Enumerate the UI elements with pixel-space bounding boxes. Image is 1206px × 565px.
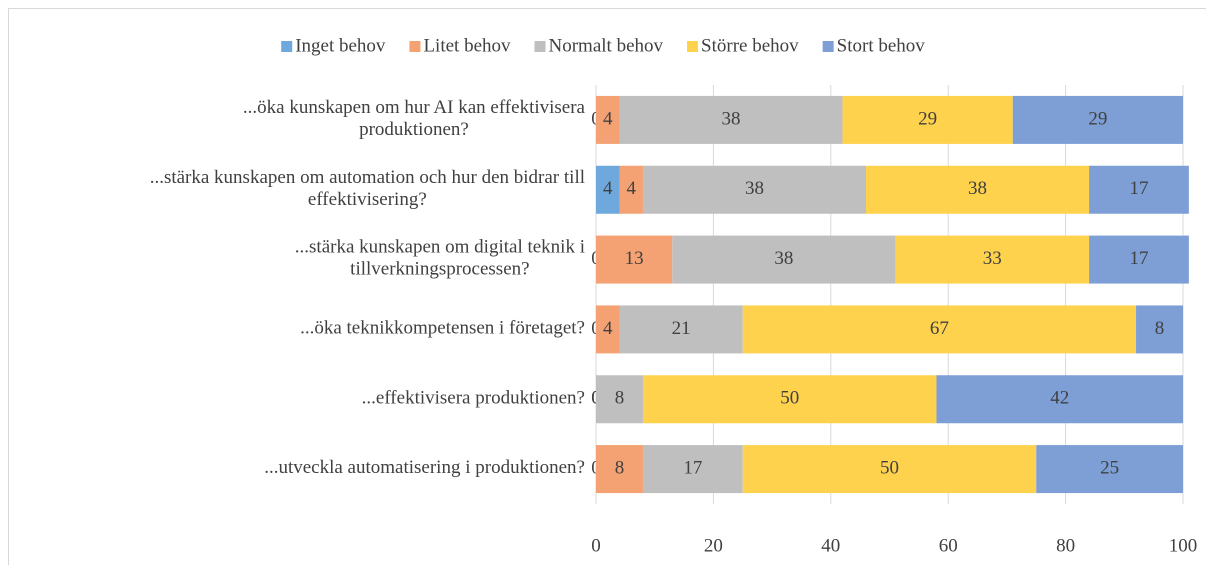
- data-label: 38: [968, 178, 987, 199]
- y-tick-label: ...öka teknikkompetensen i företaget?: [300, 318, 585, 339]
- data-label: 8: [615, 388, 625, 409]
- bar-segment: [619, 165, 643, 214]
- bar-segment: [642, 165, 867, 214]
- label-line: effektivisering?: [308, 189, 427, 210]
- x-tick-label: 100: [1169, 535, 1198, 556]
- data-label: 4: [603, 178, 613, 199]
- bar-segment: [596, 95, 620, 144]
- legend-label: Litet behov: [423, 35, 511, 56]
- bar-segment: [866, 165, 1090, 214]
- bar-segment: [596, 375, 643, 424]
- legend-swatch: [687, 41, 699, 52]
- data-label: 17: [1129, 248, 1148, 269]
- y-tick-label: ...öka kunskapen om hur AI kan effektivi…: [243, 97, 586, 140]
- bar-segment: [596, 305, 620, 354]
- data-label: 25: [1100, 457, 1119, 478]
- legend-label: Stort behov: [837, 35, 926, 56]
- bar-segment: [742, 445, 1037, 494]
- data-label: 50: [780, 388, 799, 409]
- data-label: 67: [930, 318, 949, 339]
- legend-swatch: [534, 41, 546, 52]
- label-line: ...effektivisera produktionen?: [362, 388, 585, 409]
- legend-swatch: [281, 41, 293, 52]
- x-tick-label: 0: [591, 535, 601, 556]
- label-line: ...öka kunskapen om hur AI kan effektivi…: [243, 97, 586, 118]
- y-tick-label: ...utveckla automatisering i produktione…: [264, 457, 585, 478]
- bar-segment: [619, 95, 843, 144]
- bar-segment: [1089, 235, 1189, 284]
- label-line: ...stärka kunskapen om digital teknik i: [295, 237, 585, 258]
- x-tick-label: 80: [1056, 535, 1075, 556]
- bar-segment: [1012, 95, 1183, 144]
- data-label: 17: [1129, 178, 1148, 199]
- bar-segment: [596, 445, 643, 494]
- data-label: 8: [1155, 318, 1165, 339]
- legend-swatch: [822, 41, 834, 52]
- data-label: 17: [683, 457, 702, 478]
- data-label: 29: [918, 108, 937, 129]
- bar-segment: [936, 375, 1183, 424]
- x-tick-label: 60: [939, 535, 958, 556]
- label-line: produktionen?: [359, 119, 469, 140]
- data-label: 29: [1088, 108, 1107, 129]
- data-label: 4: [603, 318, 613, 339]
- y-tick-label: ...stärka kunskapen om automation och hu…: [150, 167, 585, 210]
- legend-label: Normalt behov: [549, 35, 664, 56]
- label-line: ...stärka kunskapen om automation och hu…: [150, 167, 585, 188]
- label-line: ...öka teknikkompetensen i företaget?: [300, 318, 585, 339]
- data-label: 4: [603, 108, 613, 129]
- data-label: 38: [722, 108, 741, 129]
- bar-segment: [1136, 305, 1183, 354]
- bar-segment: [642, 445, 743, 494]
- x-tick-label: 20: [704, 535, 723, 556]
- label-line: tillverkningsprocessen?: [350, 259, 529, 280]
- data-label: 38: [774, 248, 793, 269]
- bar-segment: [742, 305, 1137, 354]
- data-label: 33: [983, 248, 1002, 269]
- legend-label: Större behov: [701, 35, 799, 56]
- bar-segment: [1089, 165, 1189, 214]
- legend-swatch: [409, 41, 421, 52]
- data-label: 13: [625, 248, 644, 269]
- data-label: 38: [745, 178, 764, 199]
- legend-label: Inget behov: [295, 35, 386, 56]
- bar-segment: [1036, 445, 1183, 494]
- data-label: 4: [626, 178, 636, 199]
- bar-segment: [842, 95, 1013, 144]
- data-label: 21: [672, 318, 691, 339]
- data-label: 8: [615, 457, 625, 478]
- y-tick-label: ...effektivisera produktionen?: [362, 388, 585, 409]
- data-label: 42: [1050, 388, 1069, 409]
- bar-segment: [895, 235, 1090, 284]
- bar-segment: [642, 375, 937, 424]
- bar-segment: [672, 235, 896, 284]
- bar-segment: [596, 235, 673, 284]
- bar-segment: [596, 165, 620, 214]
- legend: Inget behov Litet behov Normalt behov Störr…: [281, 35, 925, 56]
- data-label: 50: [880, 457, 899, 478]
- label-line: ...utveckla automatisering i produktione…: [264, 457, 585, 478]
- bar-segment: [619, 305, 743, 354]
- x-tick-label: 40: [821, 535, 840, 556]
